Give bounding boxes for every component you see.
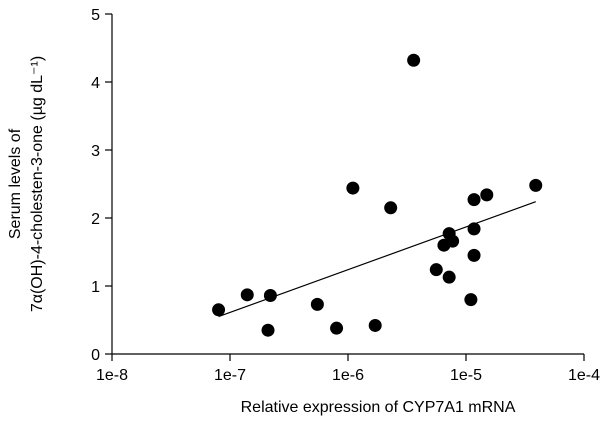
data-point xyxy=(442,270,456,284)
data-point xyxy=(330,321,344,335)
data-point xyxy=(263,289,277,303)
x-tick-label: 1e-4 xyxy=(568,367,600,384)
data-point xyxy=(384,201,398,215)
data-point xyxy=(407,53,421,67)
y-axis-title-line2: 7α(OH)-4-cholesten-3-one (µg dL⁻¹) xyxy=(29,56,46,312)
x-tick-label: 1e-5 xyxy=(450,367,482,384)
data-point xyxy=(240,288,254,302)
data-point xyxy=(429,263,443,277)
x-tick-label: 1e-7 xyxy=(214,367,246,384)
data-point xyxy=(480,188,494,202)
x-tick-label: 1e-6 xyxy=(332,367,364,384)
data-point xyxy=(446,234,460,248)
y-tick-label: 4 xyxy=(91,75,100,92)
y-axis-title-line1: Serum levels of xyxy=(7,128,24,239)
points-layer xyxy=(212,53,543,337)
y-tick-label: 5 xyxy=(91,7,100,24)
data-point xyxy=(467,222,481,236)
y-axis-title: Serum levels of 7α(OH)-4-cholesten-3-one… xyxy=(7,56,46,312)
data-point xyxy=(464,293,478,307)
x-ticks: 1e-8 1e-7 1e-6 1e-5 1e-4 xyxy=(96,354,600,384)
y-tick-label: 3 xyxy=(91,143,100,160)
x-tick-label: 1e-8 xyxy=(96,367,128,384)
data-point xyxy=(310,297,324,311)
data-point xyxy=(346,181,360,195)
y-tick-label: 2 xyxy=(91,211,100,228)
y-tick-label: 1 xyxy=(91,279,100,296)
data-point xyxy=(261,323,275,337)
data-point xyxy=(467,248,481,262)
x-axis-title: Relative expression of CYP7A1 mRNA xyxy=(241,399,516,416)
data-point xyxy=(212,303,226,317)
data-point xyxy=(467,193,481,207)
data-point xyxy=(529,178,543,192)
data-point xyxy=(368,318,382,332)
y-ticks: 0 1 2 3 4 5 xyxy=(91,7,112,364)
y-tick-label: 0 xyxy=(91,347,100,364)
